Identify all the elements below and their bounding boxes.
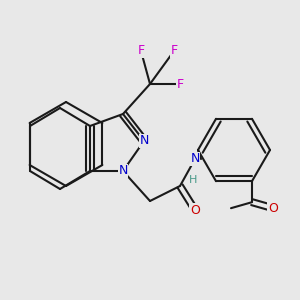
- Text: F: F: [137, 44, 145, 58]
- Text: O: O: [268, 202, 278, 215]
- Text: F: F: [170, 44, 178, 58]
- Text: N: N: [139, 134, 149, 148]
- Text: N: N: [118, 164, 128, 178]
- Text: N: N: [190, 152, 200, 166]
- Text: O: O: [190, 203, 200, 217]
- Text: F: F: [176, 77, 184, 91]
- Text: H: H: [189, 175, 198, 185]
